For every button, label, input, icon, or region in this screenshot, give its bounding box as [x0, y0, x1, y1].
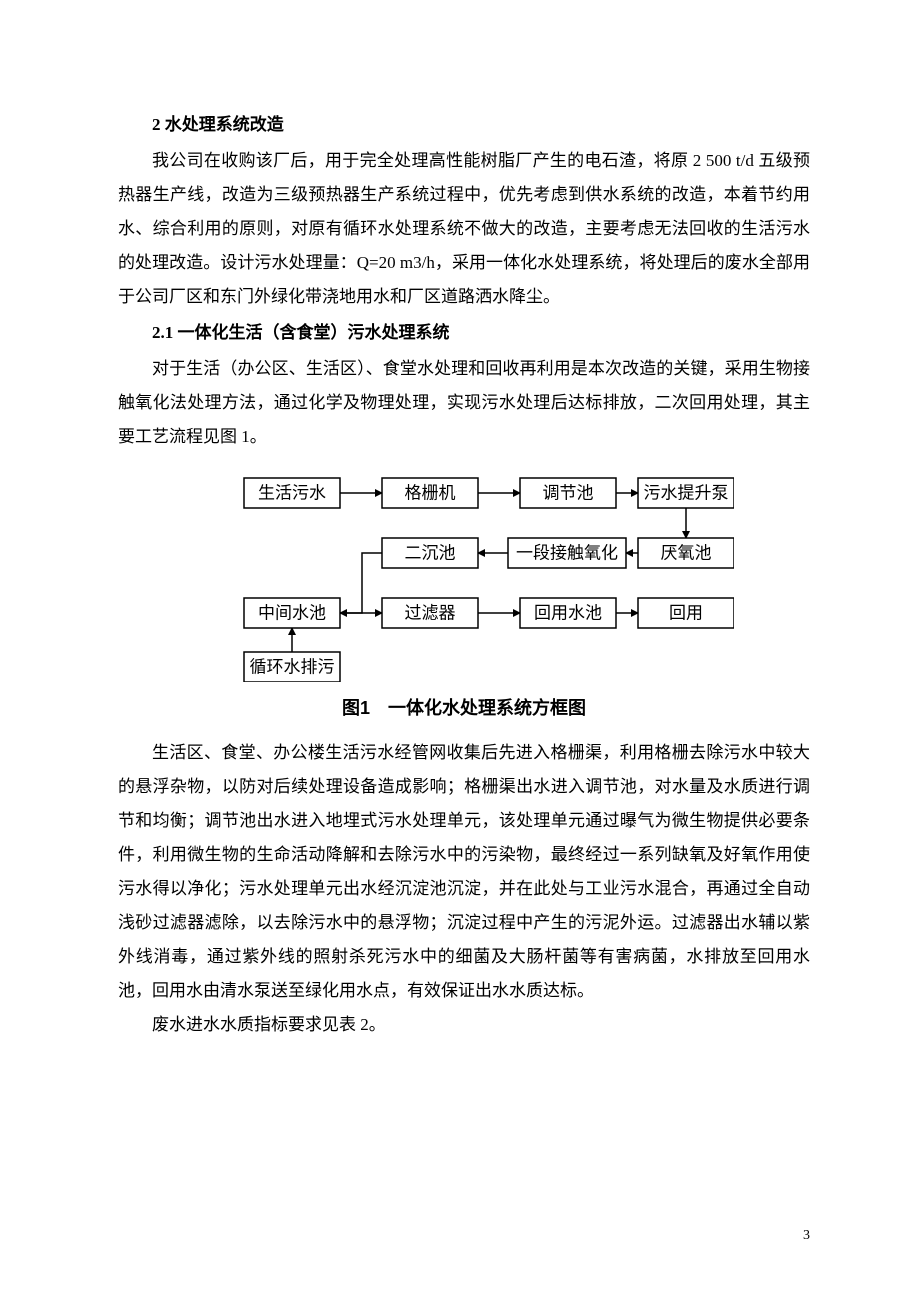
flow-node-label: 格栅机 — [405, 484, 456, 503]
flow-node-label: 中间水池 — [258, 604, 326, 623]
flow-node-label: 回用 — [669, 604, 703, 623]
page-number: 3 — [803, 1228, 810, 1244]
flow-node-label: 调节池 — [543, 484, 594, 503]
flowchart-svg: 生活污水 格栅机 调节池 污水提升泵厌氧池 一段接触氧化 二沉池中间水池 过滤器 回用水池 回用… — [194, 466, 734, 682]
flow-node-label: 污水提升泵 — [644, 484, 729, 503]
section-2-p1: 我公司在收购该厂后，用于完全处理高性能树脂厂产生的电石渣，将原 2 500 t/… — [118, 144, 810, 314]
flow-node-label: 一段接触氧化 — [516, 544, 618, 563]
figure-1-flowchart: 生活污水 格栅机 调节池 污水提升泵厌氧池 一段接触氧化 二沉池中间水池 过滤器 回用水池 回用… — [118, 466, 810, 682]
figure-1-caption: 图1 一体化水处理系统方框图 — [118, 694, 810, 720]
flow-node-label: 循环水排污 — [250, 658, 335, 677]
flow-node-label: 厌氧池 — [661, 544, 712, 563]
section-2-heading: 2 水处理系统改造 — [118, 108, 810, 142]
flow-node-label: 过滤器 — [405, 604, 456, 623]
flow-edge — [340, 553, 382, 613]
flow-node-label: 生活污水 — [258, 484, 326, 503]
flow-node-label: 二沉池 — [405, 544, 456, 563]
section-2-1-p3: 废水进水水质指标要求见表 2。 — [118, 1008, 810, 1042]
section-2-1-p1: 对于生活（办公区、生活区）、食堂水处理和回收再利用是本次改造的关键，采用生物接触… — [118, 352, 810, 454]
section-2-1-p2: 生活区、食堂、办公楼生活污水经管网收集后先进入格栅渠，利用格栅去除污水中较大的悬… — [118, 736, 810, 1008]
flow-node-label: 回用水池 — [534, 604, 602, 623]
section-2-1-heading: 2.1 一体化生活（含食堂）污水处理系统 — [118, 316, 810, 350]
